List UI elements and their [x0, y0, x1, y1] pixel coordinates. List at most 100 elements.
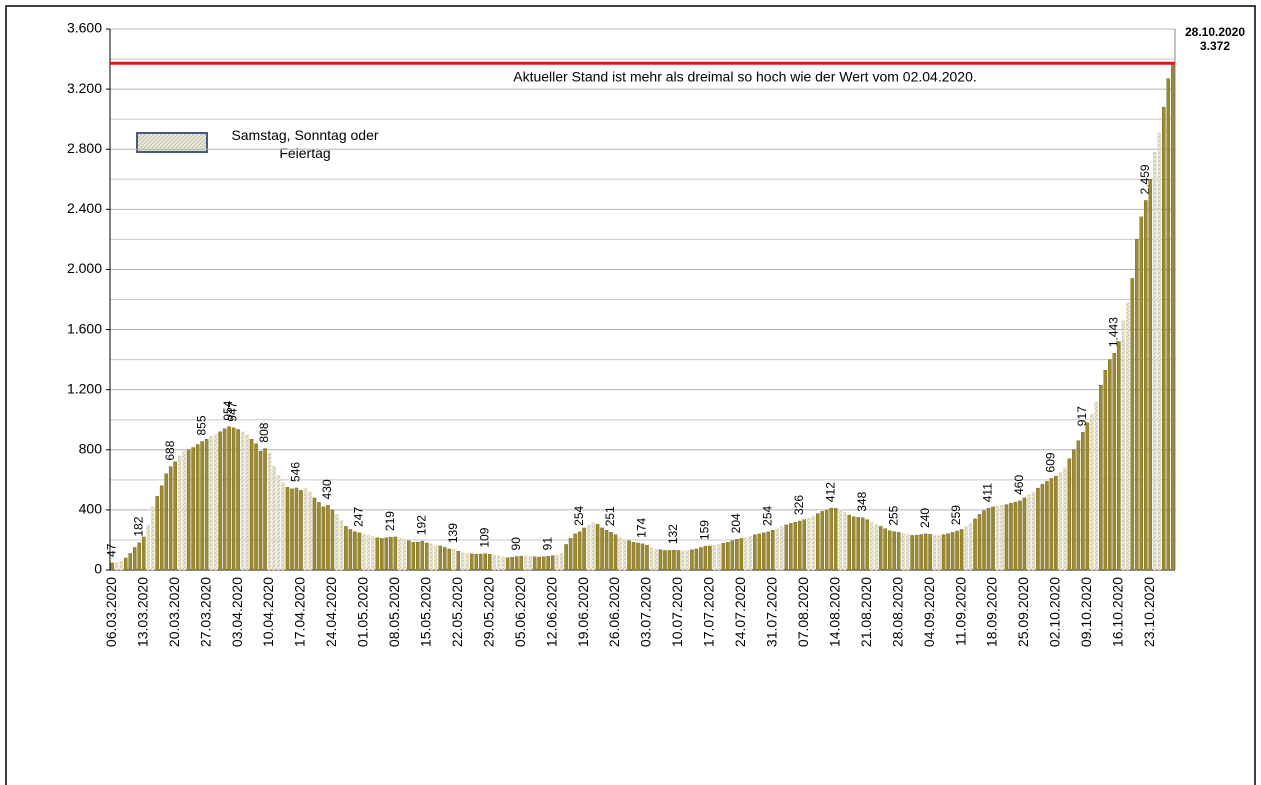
bar — [204, 439, 209, 571]
bar — [663, 550, 667, 571]
data-label: 954 — [221, 400, 235, 420]
end-date: 28.10.2020 — [1185, 25, 1245, 39]
bar — [438, 545, 443, 571]
bar — [1103, 369, 1108, 571]
bar — [609, 532, 613, 571]
bar — [362, 533, 366, 571]
bar — [636, 542, 640, 571]
data-label: 430 — [320, 479, 334, 499]
bar — [860, 517, 865, 571]
bar — [110, 562, 115, 571]
bar — [735, 539, 739, 571]
x-tick-label: 10.07.2020 — [669, 577, 685, 647]
y-tick-label: 1.200 — [67, 380, 102, 396]
data-label: 412 — [823, 482, 837, 502]
bar — [456, 551, 461, 571]
bar — [730, 540, 735, 571]
bar — [645, 545, 649, 571]
data-label: 255 — [886, 505, 900, 525]
bar — [1040, 484, 1045, 571]
bar — [784, 524, 789, 571]
bar — [928, 534, 932, 571]
bar — [339, 520, 344, 571]
bar — [726, 541, 730, 571]
bar — [923, 533, 928, 571]
data-label: 159 — [698, 520, 712, 540]
bar — [1130, 278, 1135, 571]
x-tick-label: 17.07.2020 — [701, 577, 717, 647]
y-tick-label: 800 — [79, 440, 103, 456]
bar — [317, 502, 321, 571]
bar — [1063, 467, 1067, 571]
bar — [1144, 200, 1148, 571]
bar — [564, 544, 568, 571]
bar — [218, 431, 222, 571]
bar — [326, 505, 330, 571]
x-tick-label: 26.06.2020 — [606, 577, 622, 647]
bar — [600, 527, 604, 571]
x-tick-label: 01.05.2020 — [355, 577, 371, 647]
x-tick-label: 29.05.2020 — [480, 577, 496, 647]
data-label: 855 — [194, 415, 208, 435]
bar — [937, 535, 941, 571]
bar — [1058, 472, 1063, 571]
bar — [523, 555, 528, 571]
bar — [150, 506, 155, 571]
bar — [892, 531, 896, 571]
bar — [631, 541, 636, 571]
bar — [802, 519, 807, 571]
bar — [586, 524, 591, 571]
bar — [712, 545, 717, 571]
bar — [550, 555, 555, 571]
data-label: 109 — [477, 527, 491, 547]
bar — [200, 441, 204, 571]
bar — [627, 540, 631, 571]
bar — [667, 550, 672, 571]
x-tick-label: 31.07.2020 — [764, 577, 780, 647]
bar — [281, 482, 285, 571]
bar — [132, 547, 137, 571]
bar — [173, 461, 177, 571]
bar — [959, 529, 964, 571]
bar — [1170, 63, 1175, 571]
bar — [982, 510, 986, 571]
bar — [595, 523, 600, 571]
bar — [1157, 132, 1162, 571]
x-tick-label: 27.03.2020 — [197, 577, 213, 647]
bar — [308, 491, 312, 571]
bar — [299, 490, 303, 571]
bar — [213, 434, 218, 571]
bar — [1067, 458, 1072, 571]
bar — [546, 556, 550, 571]
bar — [820, 511, 825, 571]
bar — [964, 526, 968, 571]
bar — [407, 540, 411, 571]
data-label: 254 — [572, 505, 586, 525]
bar — [559, 553, 564, 571]
bar — [811, 515, 816, 571]
bar — [460, 552, 465, 571]
bar — [968, 523, 973, 571]
bar — [1085, 422, 1090, 571]
bar — [744, 537, 748, 571]
bar — [357, 532, 362, 571]
bar — [1112, 352, 1117, 571]
bar — [141, 536, 146, 571]
data-label: 251 — [603, 506, 617, 526]
bar — [474, 554, 479, 571]
bar — [209, 436, 213, 571]
bar — [137, 542, 141, 571]
bar — [393, 536, 398, 571]
bar — [1009, 502, 1013, 571]
bar — [416, 541, 420, 571]
bar — [245, 434, 249, 571]
bar — [321, 506, 326, 571]
bar — [1153, 152, 1157, 571]
bar — [1018, 500, 1022, 571]
x-tick-label: 19.06.2020 — [575, 577, 591, 647]
bar — [1139, 216, 1144, 571]
bar — [806, 517, 811, 571]
bar — [294, 487, 299, 571]
bar — [753, 534, 757, 571]
bar — [447, 548, 452, 571]
